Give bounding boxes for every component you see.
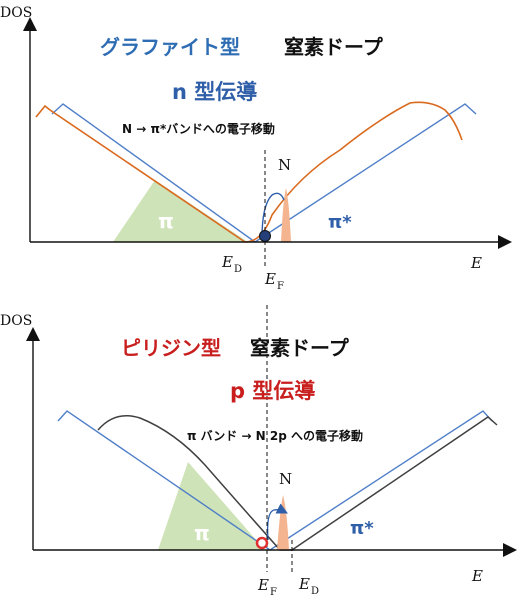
- bottom-ed-label: E: [298, 575, 310, 593]
- top-ef-label: E: [264, 270, 276, 288]
- top-pi-star-label: π*: [328, 212, 352, 233]
- bottom-ed-sub: D: [311, 586, 319, 597]
- top-subtitle: n 型伝導: [172, 80, 257, 104]
- top-ed-sub: D: [234, 264, 242, 275]
- bottom-hole-circle: [255, 536, 269, 550]
- top-n-peak: [281, 188, 291, 242]
- top-pi-fill: [113, 180, 248, 242]
- bottom-dark-dos-line: [97, 415, 498, 551]
- bottom-note: π バンド → N 2p への電子移動: [187, 428, 363, 443]
- bottom-pi-label: π: [194, 521, 210, 545]
- top-x-axis-label: E: [470, 254, 482, 272]
- top-panel: DOS E グラファイト型 窒素ドープ n 型伝導 N → π*バンドへの電子移…: [0, 5, 512, 292]
- bottom-title-part1: ピリジン型: [121, 336, 221, 360]
- bottom-x-axis-label: E: [471, 567, 483, 585]
- bottom-ef-label: E: [257, 576, 269, 594]
- bottom-pi-star-label: π*: [350, 518, 374, 539]
- bottom-n-label: N: [279, 470, 292, 488]
- top-note: N → π*バンドへの電子移動: [122, 121, 275, 136]
- top-pi-label: π: [158, 209, 174, 233]
- top-transfer-arc: [261, 192, 285, 239]
- bottom-panel: DOS E ピリジン型 窒素ドープ p 型伝導 π バンド → N 2p への電…: [0, 305, 517, 598]
- top-y-axis-label: DOS: [0, 5, 32, 21]
- bottom-title-part2: 窒素ドープ: [250, 336, 350, 360]
- top-title-part1: グラファイト型: [100, 35, 240, 59]
- top-ef-sub: F: [277, 281, 284, 292]
- bottom-y-axis-label: DOS: [0, 313, 32, 329]
- bottom-subtitle: p 型伝導: [230, 379, 315, 403]
- top-electron-dot: [259, 230, 271, 242]
- top-title-part2: 窒素ドープ: [284, 35, 384, 59]
- bottom-pi-fill: [158, 462, 265, 550]
- top-ed-label: E: [221, 253, 233, 271]
- bottom-ef-sub: F: [270, 587, 277, 598]
- bottom-transfer-arrow: [266, 503, 289, 541]
- bottom-n-peak: [277, 495, 289, 550]
- top-n-label: N: [278, 156, 291, 174]
